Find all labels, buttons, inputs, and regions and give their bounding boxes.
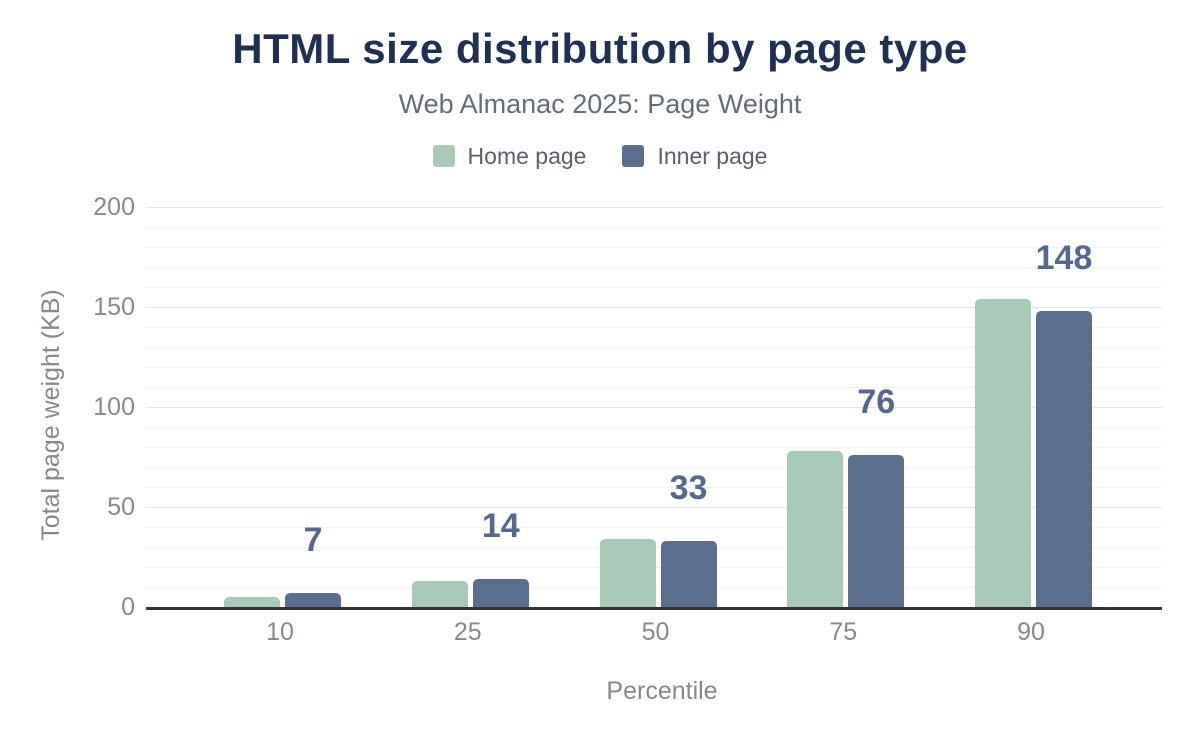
bar-value-label: 76 — [857, 383, 896, 421]
legend: Home page Inner page — [0, 143, 1200, 169]
bar-home-page-50 — [599, 539, 656, 607]
gridline — [146, 227, 1162, 228]
y-tick-label: 0 — [121, 593, 135, 621]
gridline — [146, 527, 1162, 528]
bar-inner-page-25 — [472, 579, 529, 607]
gridline — [146, 487, 1162, 488]
chart-title: HTML size distribution by page type — [232, 25, 968, 72]
gridline — [146, 507, 1162, 508]
chart-subtitle: Web Almanac 2025: Page Weight — [398, 89, 802, 119]
bar-inner-page-90 — [1036, 311, 1092, 607]
bar-home-page-90 — [975, 299, 1031, 607]
bar-inner-page-75 — [848, 455, 905, 607]
legend-swatch-inner-page — [622, 145, 645, 167]
gridline — [146, 367, 1162, 368]
gridline — [146, 307, 1162, 308]
x-tick-label: 50 — [641, 618, 670, 646]
gridline — [146, 267, 1162, 268]
legend-swatch-home-page — [432, 145, 455, 167]
x-tick-label: 10 — [266, 618, 294, 646]
gridline — [146, 427, 1162, 428]
legend-label: Inner page — [657, 143, 768, 169]
gridline — [146, 467, 1162, 468]
bar-value-label: 14 — [481, 507, 520, 545]
gridline — [146, 347, 1162, 348]
legend-item-home-page: Home page — [432, 143, 587, 169]
gridline — [146, 407, 1162, 408]
bar-value-label: 7 — [303, 521, 323, 559]
x-tick-label: 25 — [453, 618, 482, 646]
gridline — [146, 247, 1162, 248]
y-tick-label: 50 — [107, 493, 135, 521]
x-tick-label: 75 — [829, 618, 858, 646]
y-tick-label: 200 — [93, 193, 135, 221]
x-axis-title: Percentile — [606, 677, 718, 705]
x-axis-line — [146, 607, 1162, 610]
legend-label: Home page — [467, 143, 587, 169]
bar-home-page-25 — [411, 581, 468, 607]
gridline — [146, 207, 1162, 208]
x-tick-label: 90 — [1017, 618, 1045, 646]
y-tick-label: 100 — [93, 393, 135, 421]
gridline — [146, 447, 1162, 448]
bar-value-label: 33 — [669, 469, 708, 507]
bar-inner-page-10 — [285, 593, 341, 607]
gridline — [146, 327, 1162, 328]
bar-home-page-75 — [787, 451, 844, 607]
bar-inner-page-50 — [660, 541, 717, 607]
y-tick-label: 150 — [93, 293, 135, 321]
gridline — [146, 287, 1162, 288]
gridline — [146, 387, 1162, 388]
bar-home-page-10 — [224, 597, 280, 607]
bar-value-label: 148 — [1035, 239, 1093, 277]
legend-item-inner-page: Inner page — [622, 143, 767, 169]
